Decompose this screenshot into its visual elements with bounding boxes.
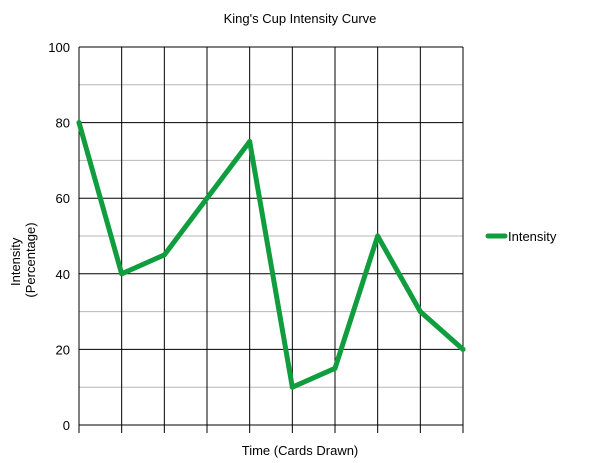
y-tick-label: 100 (48, 40, 70, 55)
data-point (161, 252, 167, 258)
data-point (417, 309, 423, 315)
y-axis-title-line-1: Intensity (8, 237, 23, 286)
y-tick-label: 80 (56, 116, 70, 131)
series-layer (76, 120, 466, 390)
y-axis-ticks: 0 20 40 60 80 100 (48, 40, 70, 433)
y-tick-label: 40 (56, 267, 70, 282)
grid (78, 46, 464, 426)
y-tick-label: 60 (56, 191, 70, 206)
x-axis-ticks (78, 425, 464, 433)
series-line (76, 120, 466, 390)
data-point (289, 384, 295, 390)
data-point (460, 346, 466, 352)
data-point (375, 233, 381, 239)
data-point (119, 271, 125, 277)
y-tick-label: 20 (56, 342, 70, 357)
y-axis-title-line-2: (Percentage) (23, 222, 38, 297)
data-point (204, 195, 210, 201)
x-axis-title: Time (Cards Drawn) (242, 443, 359, 458)
data-point (76, 120, 82, 126)
y-axis-title: Intensity (Percentage) (8, 222, 38, 297)
y-tick-label: 0 (63, 418, 70, 433)
legend-label: Intensity (508, 229, 557, 244)
data-point (332, 365, 338, 371)
chart-title: King's Cup Intensity Curve (224, 11, 377, 26)
legend: Intensity (485, 229, 557, 244)
data-point (247, 139, 253, 144)
